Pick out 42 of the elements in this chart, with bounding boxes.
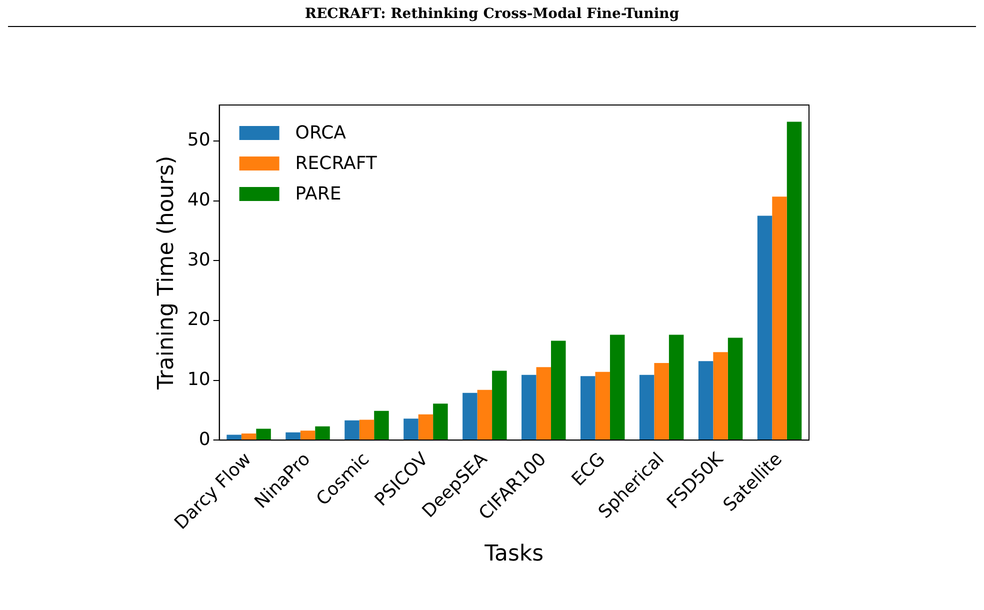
bar: [786, 122, 802, 440]
bar: [374, 410, 389, 440]
bar: [286, 432, 300, 440]
legend-label: RECRAFT: [295, 153, 378, 174]
bar: [315, 426, 330, 440]
bar: [772, 196, 787, 440]
legend-label: ORCA: [295, 122, 347, 144]
bar: [241, 434, 256, 440]
bar: [610, 334, 625, 440]
bar: [536, 367, 552, 440]
bar: [300, 430, 316, 440]
bar: [639, 374, 654, 440]
y-tick-label: 40: [187, 189, 210, 210]
bar: [595, 372, 610, 440]
bar: [226, 434, 242, 440]
bar: [698, 361, 714, 440]
bar: [433, 404, 448, 440]
y-tick-label: 20: [187, 309, 210, 330]
bar: [551, 340, 566, 440]
bar: [522, 374, 536, 440]
y-tick-label: 30: [187, 249, 210, 270]
bar: [668, 334, 684, 440]
bar: [344, 420, 360, 440]
bar: [477, 390, 492, 440]
bar: [462, 392, 478, 440]
bar: [404, 418, 418, 440]
bar: [492, 370, 507, 440]
bar: [757, 216, 772, 440]
bar: [580, 376, 596, 440]
bar: [654, 362, 669, 440]
text: RECRAFT: Rethinking Cross-Modal Fine-Tuning: [8, 6, 976, 27]
legend-label: PARE: [295, 184, 342, 205]
y-tick-label: 0: [198, 428, 210, 450]
bar: [728, 338, 743, 440]
x-axis-title: Tasks: [484, 542, 544, 567]
bar: [359, 420, 374, 440]
y-tick-label: 10: [187, 368, 210, 390]
bar: [418, 414, 434, 440]
y-tick-label: 50: [187, 130, 210, 151]
bar: [256, 428, 271, 440]
y-axis-title: Training Time (hours): [154, 156, 179, 390]
bar: [713, 352, 728, 440]
